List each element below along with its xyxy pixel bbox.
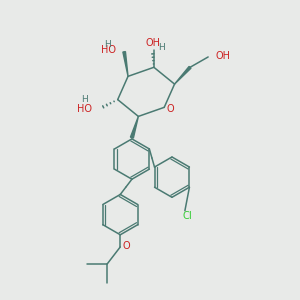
Text: Cl: Cl — [182, 212, 192, 221]
Text: H: H — [158, 44, 165, 52]
Text: HO: HO — [77, 103, 92, 114]
Polygon shape — [130, 116, 138, 138]
Text: O: O — [166, 103, 174, 114]
Text: HO: HO — [101, 46, 116, 56]
Text: O: O — [122, 241, 130, 250]
Text: H: H — [81, 95, 88, 104]
Text: OH: OH — [216, 51, 231, 61]
Polygon shape — [175, 66, 191, 84]
Text: H: H — [104, 40, 111, 49]
Polygon shape — [123, 52, 128, 76]
Text: OH: OH — [145, 38, 160, 48]
